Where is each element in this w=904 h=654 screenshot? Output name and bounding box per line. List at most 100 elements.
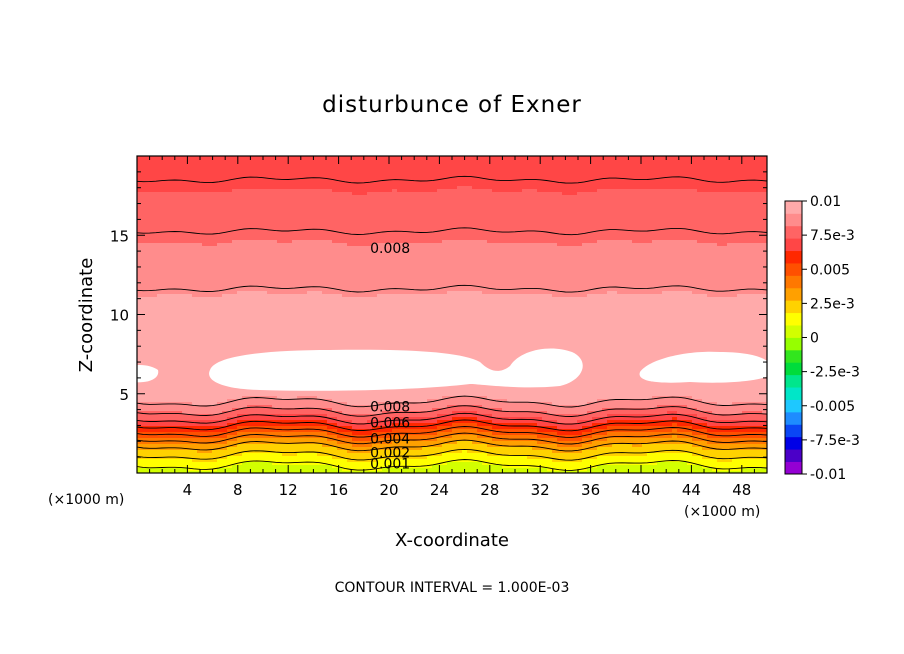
field-cell [142, 171, 148, 175]
field-cell [152, 396, 158, 400]
field-cell [172, 372, 178, 376]
field-cell [167, 321, 173, 325]
field-cell [152, 429, 158, 433]
field-cell [162, 312, 168, 316]
field-cell [162, 357, 168, 361]
field-cell [172, 369, 178, 373]
field-cell [172, 354, 178, 358]
field-cell [152, 180, 158, 184]
field-cell [147, 462, 153, 466]
field-cell [137, 306, 143, 310]
field-cell [172, 444, 178, 448]
field-cell [137, 234, 143, 238]
field-cell [152, 183, 158, 187]
field-cell [167, 468, 173, 472]
field-cell [162, 411, 168, 415]
field-cell [172, 174, 178, 178]
field-cell [137, 357, 143, 361]
field-cell [167, 177, 173, 181]
field-cell [147, 213, 153, 217]
field-cell [167, 405, 173, 409]
field-cell [172, 399, 178, 403]
field-cell [157, 177, 163, 181]
field-cell [147, 255, 153, 259]
field-cell [167, 219, 173, 223]
field-cell [157, 444, 163, 448]
field-cell [157, 165, 163, 169]
field-cell [147, 294, 153, 298]
field-cell [157, 156, 163, 160]
field-cell [172, 195, 178, 199]
field-cell [152, 414, 158, 418]
field-cell [162, 465, 168, 469]
field-cell [152, 297, 158, 301]
field-cell [157, 159, 163, 163]
field-cell [137, 294, 143, 298]
field-cell [177, 249, 183, 253]
field-cell [147, 324, 153, 328]
field-cell [162, 273, 168, 277]
field-cell [172, 456, 178, 460]
field-cell [172, 384, 178, 388]
field-cell [167, 387, 173, 391]
field-cell [147, 438, 153, 442]
field-cell [177, 336, 183, 340]
field-cell [142, 303, 148, 307]
field-cell [152, 243, 158, 247]
field-cell [167, 294, 173, 298]
field-cell [147, 264, 153, 268]
field-cell [172, 231, 178, 235]
field-cell [152, 423, 158, 427]
field-cell [147, 237, 153, 241]
field-cell [147, 345, 153, 349]
field-cell [162, 456, 168, 460]
field-cell [162, 345, 168, 349]
field-cell [152, 189, 158, 193]
field-cell [162, 234, 168, 238]
field-cell [167, 276, 173, 280]
field-cell [147, 198, 153, 202]
field-cell [142, 333, 148, 337]
field-cell [167, 435, 173, 439]
field-cell [167, 330, 173, 334]
field-cell [167, 192, 173, 196]
field-cell [157, 225, 163, 229]
field-cell [172, 423, 178, 427]
field-cell [142, 195, 148, 199]
field-cell [142, 381, 148, 385]
field-cell [162, 420, 168, 424]
field-cell [142, 468, 148, 472]
field-cell [147, 279, 153, 283]
field-cell [172, 297, 178, 301]
field-cell [167, 354, 173, 358]
field-cell [172, 183, 178, 187]
field-cell [172, 180, 178, 184]
field-cell [177, 342, 183, 346]
field-cell [172, 306, 178, 310]
field-cell [167, 291, 173, 295]
field-cell [142, 411, 148, 415]
field-cell [162, 225, 168, 229]
field-cell [162, 360, 168, 364]
field-cell [137, 444, 143, 448]
field-cell [162, 246, 168, 250]
field-cell [167, 162, 173, 166]
field-cell [172, 198, 178, 202]
field-cell [137, 177, 143, 181]
field-cell [152, 432, 158, 436]
field-cell [162, 429, 168, 433]
field-cell [157, 198, 163, 202]
field-cell [147, 330, 153, 334]
field-cell [142, 459, 148, 463]
field-cell [167, 255, 173, 259]
field-cell [162, 435, 168, 439]
field-cell [177, 219, 183, 223]
field-cell [142, 156, 148, 160]
field-cell [147, 435, 153, 439]
field-cell [137, 156, 143, 160]
field-cell [162, 444, 168, 448]
field-cell [172, 225, 178, 229]
field-cell [147, 459, 153, 463]
field-cell [142, 249, 148, 253]
